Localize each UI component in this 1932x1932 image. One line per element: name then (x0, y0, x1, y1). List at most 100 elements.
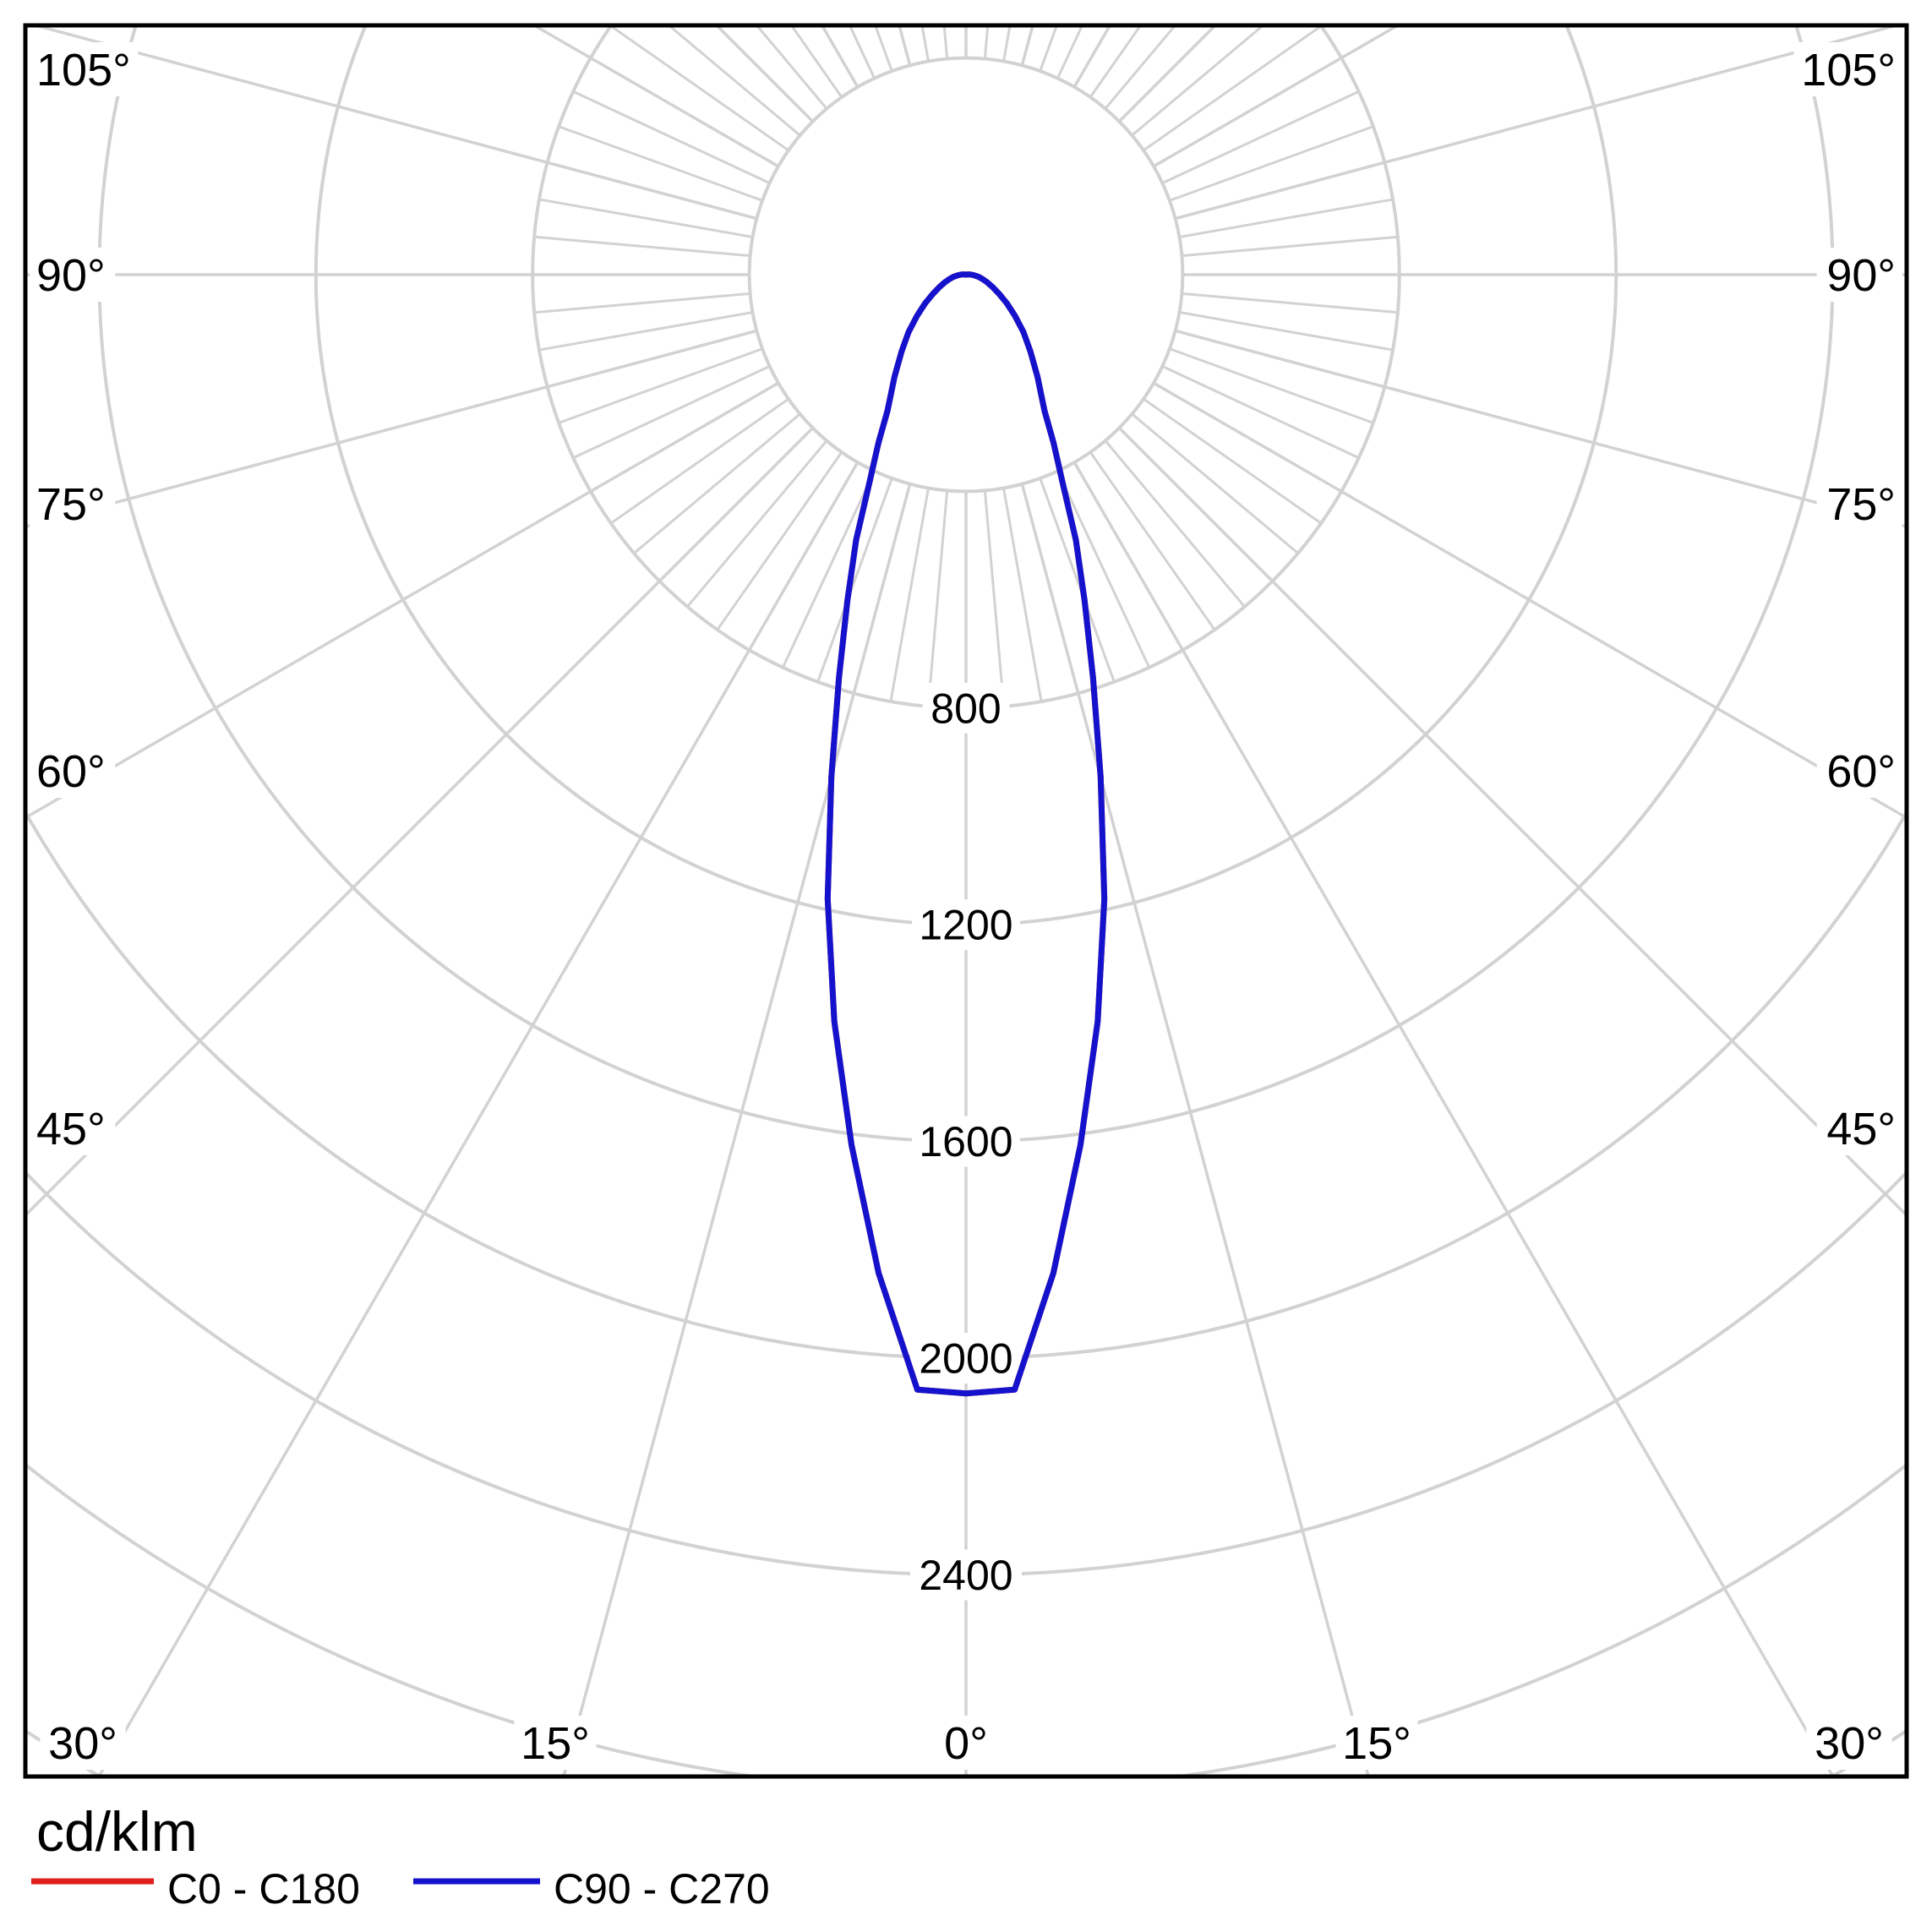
grid-spoke-minor-25 (1056, 470, 1151, 669)
grid-spoke-minor-185 (942, 25, 949, 59)
grid-spoke-minor-55 (1143, 397, 1322, 525)
curve-c90-c270 (824, 271, 1108, 1397)
angle-label-right-45-bg (1816, 1101, 1902, 1155)
radial-tick-labels: 800 1200 1600 2000 2400 (910, 682, 1022, 1601)
grid-spoke-minor-260 (538, 198, 753, 238)
angle-label-left-45: 45° (36, 1104, 106, 1154)
grid-spoke-major-195 (898, 25, 912, 66)
grid-spoke-major-165 (1020, 25, 1034, 66)
grid-spoke-minor-130 (1131, 25, 1265, 137)
legend-label-c90-c270: C90 - C270 (554, 1865, 770, 1913)
angle-label-right-45: 45° (1826, 1104, 1896, 1154)
grid-spoke-minor-110 (1169, 125, 1374, 202)
angle-label-right-105: 105° (1801, 45, 1896, 96)
angle-label-left-105-bg (30, 42, 139, 96)
grid-spoke-minor-230 (667, 25, 801, 137)
grid-spoke-minor-335 (781, 470, 876, 669)
ring-label-800: 800 (931, 685, 1001, 732)
grid-spoke-minor-290 (558, 347, 763, 424)
grid-spoke-minor-10 (1002, 488, 1043, 702)
angle-label-right-60-bg (1816, 744, 1902, 798)
grid-spoke-major-345 (562, 483, 912, 1776)
angle-label-bottom-4: 30° (1815, 1718, 1884, 1769)
grid-spoke-minor-200 (874, 25, 893, 72)
grid-spoke-major-285 (25, 329, 757, 529)
grid-spoke-major-255 (30, 25, 757, 221)
grid-spoke-minor-305 (610, 397, 789, 525)
grid-spoke-minor-215 (789, 25, 843, 98)
angle-label-left-60: 60° (36, 746, 106, 797)
grid-spoke-major-75 (1175, 329, 1907, 529)
angle-label-bottom-0-bg (40, 1716, 126, 1770)
grid-spoke-minor-320 (686, 439, 828, 608)
ring-label-2000: 2000 (919, 1335, 1012, 1383)
grid-spoke-minor-245 (572, 90, 771, 185)
grid-spoke-minor-250 (558, 125, 763, 202)
grid-spoke-major-30 (1072, 461, 1835, 1776)
intensity-curves (824, 271, 1108, 1397)
angle-label-left-90: 90° (36, 250, 106, 301)
ring-label-2400: 2400 (919, 1552, 1012, 1599)
angle-label-left-90-bg (30, 248, 116, 302)
angle-label-left-45-bg (30, 1101, 116, 1155)
angle-label-bottom-2: 0° (944, 1718, 988, 1769)
grid-spoke-minor-50 (1131, 412, 1299, 554)
angle-label-left-105: 105° (36, 45, 131, 96)
angle-label-bottom-4-bg (1806, 1716, 1892, 1770)
grid-spoke-minor-160 (1039, 25, 1058, 72)
grid-spoke-major-330 (97, 461, 860, 1776)
angle-label-right-75-bg (1816, 477, 1902, 531)
angle-label-left-60-bg (30, 744, 116, 798)
grid-spoke-minor-350 (889, 488, 930, 702)
grid-spoke-minor-325 (716, 451, 843, 630)
legend: cd/klm C0 - C180 C90 - C270 (31, 1800, 770, 1913)
angle-label-right-105-bg (1793, 42, 1902, 96)
angle-label-right-75: 75° (1826, 479, 1896, 530)
angle-label-bottom-2-bg (936, 1716, 996, 1770)
angle-label-left-75: 75° (36, 479, 106, 530)
angle-label-bottom-1: 15° (521, 1718, 590, 1769)
grid-spoke-minor-70 (1169, 347, 1374, 424)
ring-label-1600-bg (912, 1116, 1020, 1167)
grid-spoke-major-105 (1175, 25, 1902, 221)
angle-label-right-60: 60° (1826, 746, 1896, 797)
grid-spoke-minor-125 (1143, 25, 1322, 152)
grid-spoke-minor-85 (1182, 292, 1398, 314)
angle-label-left-75-bg (30, 477, 116, 531)
grid-spoke-minor-205 (848, 25, 876, 79)
grid-spoke-minor-5 (983, 490, 1006, 707)
grid-spoke-minor-155 (1056, 25, 1084, 79)
grid-spoke-minor-220 (755, 25, 828, 110)
grid-spoke-minor-100 (1179, 198, 1394, 238)
angle-label-right-90-bg (1816, 248, 1902, 302)
grid-spoke-major-15 (1020, 483, 1370, 1776)
grid-spoke-minor-170 (1002, 25, 1012, 62)
ring-label-2400-bg (910, 1549, 1022, 1601)
grid-spoke-minor-265 (534, 235, 750, 258)
legend-units-label: cd/klm (36, 1800, 198, 1863)
grid-spoke-minor-115 (1161, 90, 1360, 185)
angle-label-bottom-3: 15° (1342, 1718, 1411, 1769)
angle-labels: 105° 105° 90° 90° 75° 75° 60° 60° 45° 45° 30° 15° 0°… (30, 42, 1902, 1770)
grid-spoke-minor-35 (1089, 451, 1216, 630)
legend-label-c0-c180: C0 - C180 (167, 1865, 360, 1913)
grid-spoke-minor-65 (1161, 364, 1360, 460)
grid-spoke-minor-280 (538, 311, 753, 352)
ring-label-1200-bg (912, 899, 1020, 951)
grid-spoke-minor-145 (1089, 25, 1143, 98)
angle-label-bottom-3-bg (1335, 1716, 1418, 1770)
ring-label-1600: 1600 (919, 1118, 1012, 1165)
grid-spoke-minor-175 (983, 25, 990, 59)
ring-label-1200: 1200 (919, 902, 1012, 949)
plot-border (23, 23, 1909, 1779)
ring-label-2000-bg (910, 1333, 1022, 1384)
grid-spoke-minor-310 (633, 412, 801, 554)
grid-spoke-major-315 (25, 427, 814, 1218)
angle-label-right-90: 90° (1826, 250, 1896, 301)
grid-spoke-minor-190 (920, 25, 930, 62)
grid-spoke-minor-80 (1179, 311, 1394, 352)
grid-spoke-minor-20 (1039, 478, 1116, 683)
